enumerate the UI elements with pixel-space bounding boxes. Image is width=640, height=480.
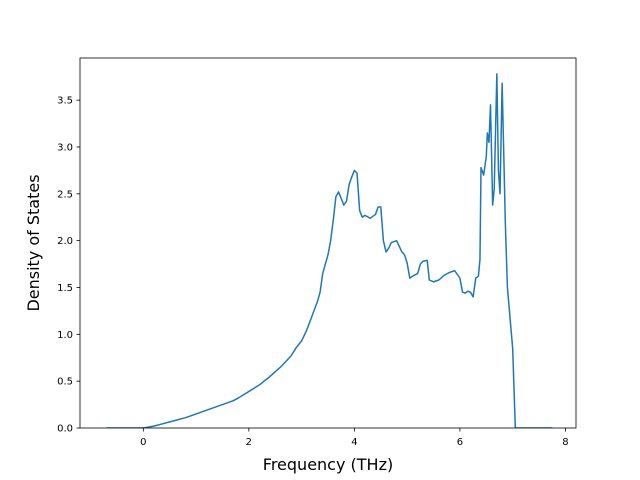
series-line-0 [106, 73, 553, 428]
plot-area [80, 58, 576, 428]
x-tick-label-2: 4 [351, 437, 357, 448]
y-tick-label-6: 3.0 [57, 142, 73, 153]
y-tick-label-3: 1.5 [57, 283, 73, 294]
chart-marks [106, 73, 553, 428]
y-axis-label: Density of States [24, 174, 43, 311]
y-tick-label-7: 3.5 [57, 96, 73, 107]
x-axis-label: Frequency (THz) [263, 455, 393, 474]
chart-axes: 0 2 4 6 8 0.0 0.5 1.0 1.5 2.0 2.5 3.0 3.5 [57, 57, 577, 448]
x-tick-label-3: 6 [457, 437, 463, 448]
y-tick-label-1: 0.5 [57, 377, 73, 388]
axes-frame [79, 57, 577, 429]
y-tick-label-0: 0.0 [57, 424, 73, 435]
x-tick-label-1: 2 [246, 437, 252, 448]
x-tick-label-0: 0 [140, 437, 146, 448]
x-tick-label-4: 8 [562, 437, 568, 448]
y-tick-label-2: 1.0 [57, 330, 73, 341]
y-tick-label-5: 2.5 [57, 189, 73, 200]
y-tick-label-4: 2.0 [57, 236, 73, 247]
